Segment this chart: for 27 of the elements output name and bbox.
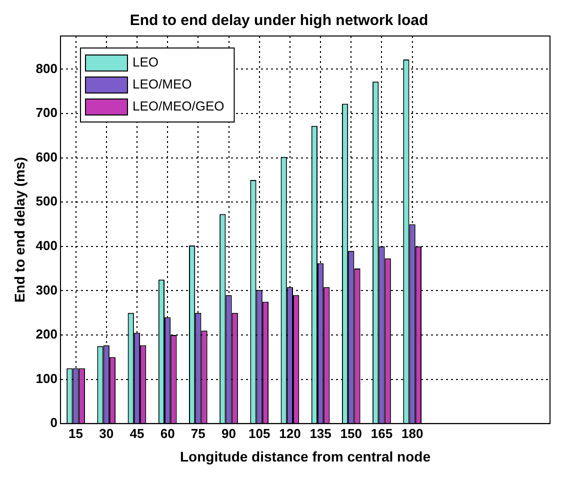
legend-label: LEO/MEO/GEO [132, 98, 224, 114]
y-tick-label: 600 [36, 149, 58, 164]
y-tick-label: 300 [36, 282, 58, 298]
x-tick-label: 150 [340, 426, 362, 441]
legend-label: LEO [132, 54, 159, 70]
x-tick-label: 45 [130, 426, 144, 441]
y-tick-label: 500 [36, 194, 58, 209]
chart-title: End to end delay under high network load [130, 12, 428, 30]
y-tick-label: 800 [36, 60, 58, 76]
x-tick-label: 165 [370, 426, 393, 441]
x-tick-label: 75 [190, 426, 206, 441]
x-tick-label: 60 [160, 426, 175, 441]
y-tick-label: 400 [36, 238, 58, 253]
legend-label: LEO/MEO [132, 76, 192, 92]
x-tick-label: 135 [310, 426, 332, 441]
x-tick-label: 105 [248, 426, 270, 441]
x-tick-label: 90 [222, 426, 236, 441]
y-tick-label: 700 [36, 105, 58, 120]
x-tick-label: 120 [279, 426, 301, 441]
y-axis-title: End to end delay (ms) [11, 157, 28, 303]
y-tick-label: 0 [50, 415, 58, 430]
x-axis-title: Longitude distance from central node [180, 448, 431, 464]
y-tick-label: 200 [36, 326, 58, 342]
x-tick-label: 15 [68, 426, 84, 441]
y-tick-label: 100 [36, 370, 58, 386]
x-tick-label: 30 [99, 426, 114, 441]
x-tick-label: 180 [401, 426, 424, 441]
